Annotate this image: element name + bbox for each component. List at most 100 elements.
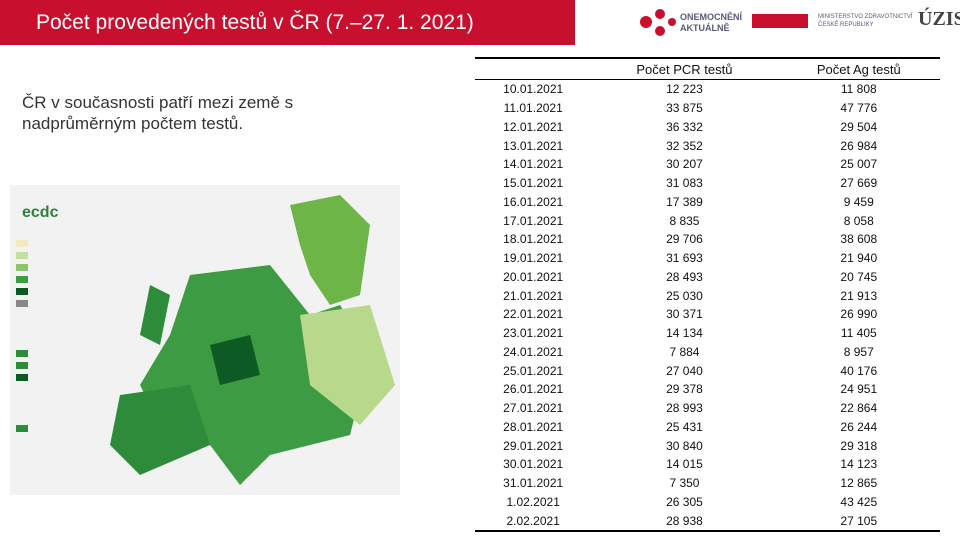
table-row: 11.01.2021 33 875 47 776	[475, 99, 940, 118]
date-cell: 1.02.2021	[506, 494, 560, 509]
count-cell: 7 350	[669, 476, 700, 491]
title: Počet provedených testů v ČR (7.–27. 1. …	[36, 11, 474, 34]
table-row: 24.01.2021 7 884 8 957	[475, 343, 940, 362]
date-cell: 20.01.2021	[503, 269, 564, 284]
date-cell: 13.01.2021	[503, 138, 564, 153]
count-cell: 8 058	[843, 213, 874, 228]
count-cell: 32 352	[666, 138, 703, 153]
count-cell: 38 608	[840, 232, 878, 247]
date-cell: 22.01.2021	[503, 307, 564, 322]
table-row: 12.01.2021 36 332 29 504	[475, 118, 940, 137]
count-cell: 9 459	[843, 194, 874, 209]
table-row: 30.01.2021 14 015 14 123	[475, 455, 940, 474]
table-row: 16.01.2021 17 389 9 459	[475, 193, 940, 212]
table-row: 31.01.2021 7 350 12 865	[475, 474, 940, 493]
count-cell: 11 808	[840, 82, 877, 97]
date-cell: 30.01.2021	[503, 457, 564, 472]
count-cell: 33 875	[666, 101, 703, 116]
count-cell: 22 864	[840, 401, 878, 416]
count-cell: 47 776	[840, 101, 878, 116]
logo-text: AKTUÁLNĚ	[680, 23, 730, 33]
table-row: 15.01.2021 31 083 27 669	[475, 174, 940, 193]
table-row: 28.01.2021 25 431 26 244	[475, 418, 940, 437]
table-row: 26.01.2021 29 378 24 951	[475, 380, 940, 399]
header-cell: Počet Ag testů	[777, 57, 940, 80]
count-cell: 27 105	[777, 511, 940, 532]
count-cell: 40 176	[840, 363, 878, 378]
count-cell: 20 745	[840, 269, 878, 284]
count-cell: 29 706	[666, 232, 703, 247]
date-cell: 23.01.2021	[503, 326, 564, 341]
table-row: 22.01.2021 30 371 26 990	[475, 305, 940, 324]
count-cell: 30 207	[666, 157, 703, 172]
table-row: 1.02.2021 26 305 43 425	[475, 493, 940, 512]
count-cell: 25 007	[840, 157, 878, 172]
count-cell: 28 493	[666, 269, 703, 284]
count-cell: 29 318	[840, 438, 878, 453]
date-cell: 25.01.2021	[503, 363, 564, 378]
count-cell: 26 305	[666, 494, 703, 509]
date-cell: 18.01.2021	[503, 232, 564, 247]
table-row: 29.01.2021 30 840 29 318	[475, 436, 940, 455]
header-cell: Počet PCR testů	[591, 57, 778, 80]
count-cell: 26 984	[840, 138, 878, 153]
count-cell: 25 431	[666, 419, 703, 434]
count-cell: 30 371	[666, 307, 703, 322]
date-cell: 29.01.2021	[503, 438, 564, 453]
date-cell: 2.02.2021	[475, 511, 592, 532]
date-cell: 24.01.2021	[503, 344, 564, 359]
count-cell: 26 244	[840, 419, 878, 434]
date-cell: 16.01.2021	[503, 194, 564, 209]
count-cell: 24 951	[840, 382, 878, 397]
count-cell: 27 040	[666, 363, 703, 378]
logo-icon	[640, 9, 676, 36]
table-row: 21.01.2021 25 030 21 913	[475, 286, 940, 305]
count-cell: 31 083	[666, 176, 703, 191]
count-cell: 26 990	[840, 307, 878, 322]
count-cell: 36 332	[666, 119, 703, 134]
count-cell: 30 840	[666, 438, 703, 453]
logo-text: ČESKÉ REPUBLIKY	[818, 22, 874, 28]
count-cell: 14 015	[666, 457, 703, 472]
count-cell: 25 030	[666, 288, 703, 303]
date-cell: 11.01.2021	[503, 101, 563, 116]
count-cell: 8 957	[843, 344, 874, 359]
date-cell: 21.01.2021	[503, 288, 564, 303]
date-cell: 27.01.2021	[503, 401, 564, 416]
header-cell	[475, 57, 592, 80]
count-cell: 12 865	[840, 476, 878, 491]
count-cell: 21 913	[840, 288, 878, 303]
date-cell: 15.01.2021	[503, 176, 564, 191]
count-cell: 21 940	[840, 251, 878, 266]
body-text: ČR v současnosti patří mezi země s nadpr…	[22, 93, 294, 133]
table-row: 17.01.2021 8 835 8 058	[475, 211, 940, 230]
date-cell: 17.01.2021	[503, 213, 564, 228]
count-cell: 7 884	[669, 344, 700, 359]
logo-mark	[752, 14, 808, 28]
test-table: Počet PCR testů Počet Ag testů 10.01.2021 1…	[475, 57, 940, 532]
count-cell: 8 835	[669, 213, 700, 228]
table-row: 2.02.2021 28 938 27 105	[475, 511, 940, 532]
count-cell: 43 425	[840, 494, 878, 509]
count-cell: 12 223	[666, 82, 703, 97]
date-cell: 10.01.2021	[503, 82, 564, 97]
count-cell: 11 405	[840, 326, 877, 341]
count-cell: 28 993	[666, 401, 703, 416]
map-logo: ecdc	[22, 204, 59, 221]
count-cell: 29 504	[840, 119, 878, 134]
date-cell: 28.01.2021	[503, 419, 564, 434]
header-row: Počet PCR testů Počet Ag testů	[475, 57, 940, 80]
count-cell: 27 669	[840, 176, 878, 191]
date-cell: 31.01.2021	[503, 476, 564, 491]
table-row: 23.01.2021 14 134 11 405	[475, 324, 940, 343]
count-cell: 29 378	[666, 382, 703, 397]
date-cell: 26.01.2021	[503, 382, 564, 397]
table-row: 19.01.2021 31 693 21 940	[475, 249, 940, 268]
table-row: 18.01.2021 29 706 38 608	[475, 230, 940, 249]
count-cell: 17 389	[666, 194, 703, 209]
logo-text: ONEMOCNĚNÍ	[680, 12, 743, 22]
table-row: 25.01.2021 27 040 40 176	[475, 361, 940, 380]
count-cell: 31 693	[666, 251, 703, 266]
logo-text: MINISTERSTVO ZDRAVOTNICTVÍ	[818, 14, 913, 20]
map: ecdc	[10, 185, 400, 495]
